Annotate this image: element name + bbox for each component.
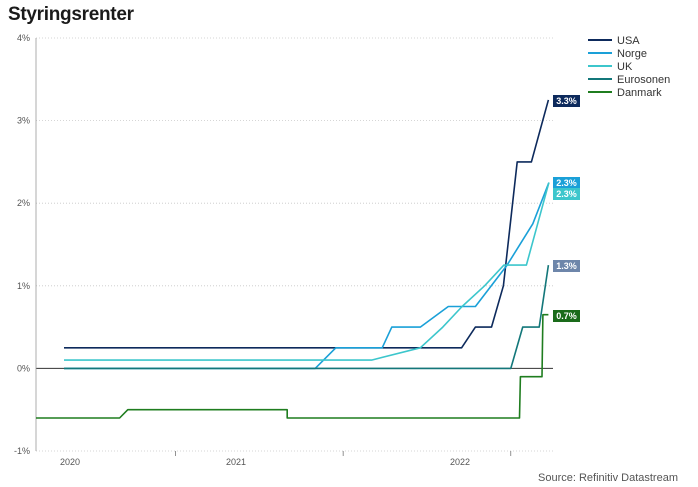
end-label-box (553, 310, 580, 322)
end-labels: 3.3% 2.3%2.3% 1.3% 0.7% (553, 95, 580, 322)
legend-label-eurosonen: Eurosonen (617, 74, 670, 86)
axes: -1% 0% 1% 2% 3% 4% 2020 2021 2022 (14, 33, 512, 467)
y-tick-label: 0% (17, 363, 30, 373)
x-tick-label: 2022 (450, 457, 470, 467)
y-tick-label: 3% (17, 116, 30, 126)
x-tick-label: 2021 (226, 457, 246, 467)
y-tick-label: 1% (17, 281, 30, 291)
legend-label-norge: Norge (617, 48, 647, 60)
chart-title: Styringsrenter (8, 4, 134, 25)
series-lines (36, 99, 550, 419)
series-line-danmark (36, 313, 549, 419)
source-note: Source: Refinitiv Datastream (538, 472, 678, 484)
end-label-box (553, 260, 580, 272)
end-label-box (553, 177, 580, 189)
series-line-eurosonen (64, 264, 550, 370)
end-label-uk: 2.3% (556, 189, 577, 199)
y-tick-label: -1% (14, 446, 30, 456)
end-label-norge: 2.3% (556, 178, 577, 188)
x-tick-label: 2020 (60, 457, 80, 467)
legend-label-uk: UK (617, 61, 633, 73)
legend-label-danmark: Danmark (617, 87, 662, 99)
y-tick-label: 4% (17, 33, 30, 43)
series-line-usa (64, 99, 550, 349)
end-label-box (553, 188, 580, 200)
end-label-danmark: 0.7% (556, 311, 577, 321)
end-label-box (553, 95, 580, 107)
legend-label-usa: USA (617, 35, 640, 47)
grid-lines (36, 37, 553, 452)
series-line-uk (64, 182, 550, 361)
series-line-norge (64, 182, 550, 370)
y-tick-label: 2% (17, 198, 30, 208)
end-label-usa: 3.3% (556, 96, 577, 106)
end-label-eurosonen: 1.3% (556, 261, 577, 271)
